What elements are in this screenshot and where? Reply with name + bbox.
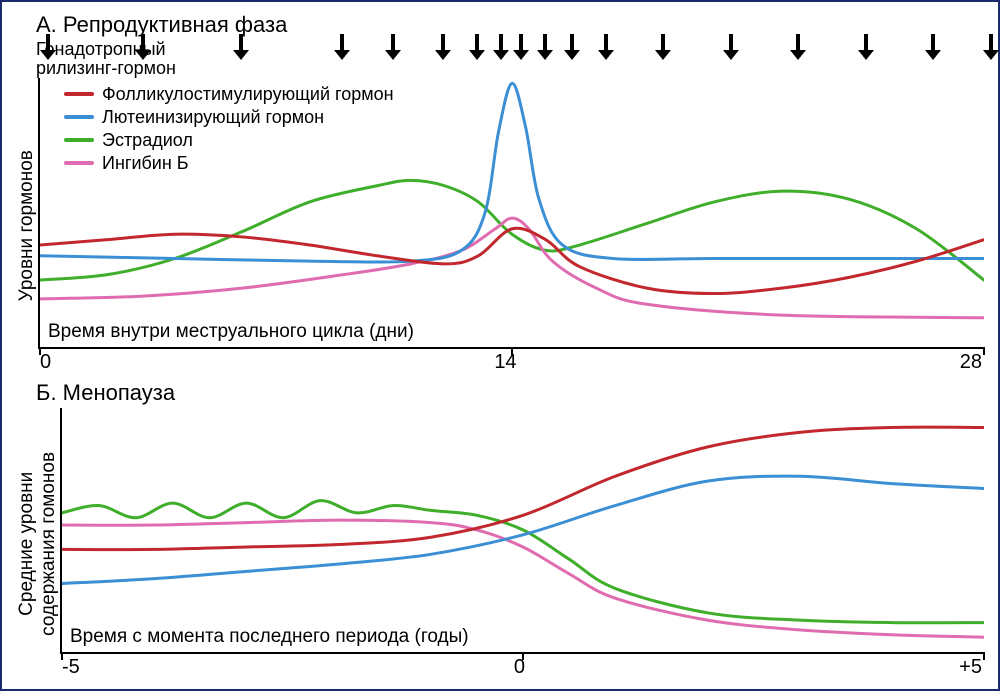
panel-b-inside-xlabel: Время с момента последнего периода (годы… — [70, 626, 469, 648]
panel-b-svg — [62, 408, 984, 652]
legend-label-inhibin: Ингибин Б — [102, 153, 189, 174]
legend-item-estradiol: Эстрадиол — [64, 130, 394, 151]
panel-a-plot: Фолликулостимулирующий гормонЛютеинизиру… — [38, 78, 984, 349]
legend-label-lh: Лютеинизирующий гормон — [102, 107, 324, 128]
legend-swatch-inhibin — [64, 161, 94, 165]
legend-swatch-lh — [64, 115, 94, 119]
legend-item-fsh: Фолликулостимулирующий гормон — [64, 84, 394, 105]
xtick — [983, 652, 985, 660]
panel-a-legend: Фолликулостимулирующий гормонЛютеинизиру… — [64, 84, 394, 176]
legend-label-fsh: Фолликулостимулирующий гормон — [102, 84, 394, 105]
panel-a-ylabel: Уровни гормонов — [16, 78, 38, 374]
legend-item-lh: Лютеинизирующий гормон — [64, 107, 394, 128]
panel-b-plot: Время с момента последнего периода (годы… — [60, 408, 984, 654]
xtick-label: 14 — [494, 351, 516, 374]
series-inhibin — [62, 520, 984, 637]
series-estradiol — [62, 501, 984, 623]
panel-a-title: А. Репродуктивная фаза — [36, 12, 984, 38]
xtick-label: 0 — [40, 351, 51, 374]
legend-item-inhibin: Ингибин Б — [64, 153, 394, 174]
xtick — [39, 347, 41, 355]
panel-a-inside-xlabel: Время внутри меструального цикла (дни) — [48, 321, 414, 343]
xtick-label: -5 — [62, 656, 80, 679]
panel-a: А. Репродуктивная фаза Гонадотропный рил… — [16, 10, 984, 374]
xtick — [61, 652, 63, 660]
legend-label-estradiol: Эстрадиол — [102, 130, 193, 151]
panel-b: Б. Менопауза Средние уровни содержания г… — [16, 378, 984, 679]
gnrh-label: Гонадотропный рилизинг-гормон — [36, 40, 176, 78]
legend-swatch-fsh — [64, 92, 94, 96]
panel-b-chart-row: Средние уровни содержания гомонов Время … — [16, 408, 984, 679]
panel-a-plot-wrap: Фолликулостимулирующий гормонЛютеинизиру… — [38, 78, 984, 374]
gnrh-arrow-strip — [176, 40, 984, 70]
xtick-label: +5 — [959, 656, 982, 679]
gnrh-row: Гонадотропный рилизинг-гормон — [36, 40, 984, 78]
panel-b-ylabel: Средние уровни содержания гомонов — [16, 408, 60, 679]
panel-a-chart-row: Уровни гормонов Фолликулостимулирующий г… — [16, 78, 984, 374]
panel-b-title: Б. Менопауза — [36, 380, 984, 406]
series-fsh — [40, 228, 984, 293]
xtick — [983, 347, 985, 355]
panel-b-plot-wrap: Время с момента последнего периода (годы… — [60, 408, 984, 679]
xtick — [522, 652, 524, 660]
xtick-label: 28 — [960, 351, 982, 374]
legend-swatch-estradiol — [64, 138, 94, 142]
xtick — [511, 347, 513, 355]
figure-frame: А. Репродуктивная фаза Гонадотропный рил… — [0, 0, 1000, 691]
